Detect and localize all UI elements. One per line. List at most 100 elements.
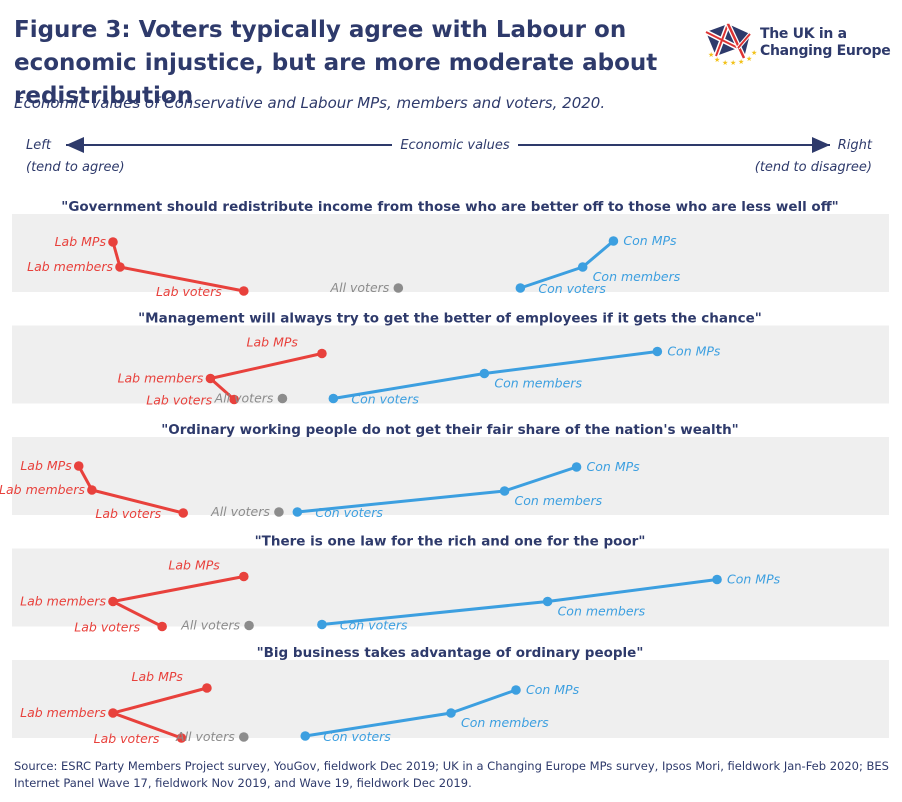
lab-voters-label: Lab voters [94,731,160,746]
con-mps-point [652,346,663,357]
lab-voters-label: Lab voters [95,506,161,521]
con-voters-point [328,393,339,404]
con-mps-point [608,236,619,246]
lab-members-point [108,596,118,607]
all-voters-label: All voters [180,618,240,633]
lab-mps-label: Lab MPs [55,234,107,249]
lab-mps-point [317,348,327,359]
all-voters-label: All voters [214,391,274,406]
con-members-point [499,486,510,496]
svg-text:★: ★ [738,58,744,66]
statement-panels: "Government should redistribute income f… [0,199,889,746]
con-members-point [446,708,456,718]
lab-members-label: Lab members [20,594,106,609]
lab-mps-point [202,683,212,693]
logo-line-2: Changing Europe [760,43,891,59]
con-voters-point [300,731,311,741]
statement-label: "Government should redistribute income f… [61,199,838,215]
con-members-label: Con members [558,604,646,619]
con-members-label: Con members [461,715,549,730]
axis-right-label: Right [838,138,873,153]
lab-voters-point [229,394,239,405]
lab-mps-point [73,461,84,471]
lab-mps-label: Lab MPs [20,458,72,473]
con-voters-label: Con voters [323,729,391,744]
con-members-label: Con members [593,269,681,284]
lab-members-label: Lab members [27,259,113,274]
statement-label: "There is one law for the rich and one f… [255,534,646,550]
lab-mps-label: Lab MPs [247,335,299,350]
statement-label: "Management will always try to get the b… [138,311,762,327]
lab-mps-point [238,571,249,582]
con-mps-point [712,574,722,585]
logo-text: The UK in a Changing Europe [760,26,891,60]
lab-mps-point [108,237,118,247]
axis-left-label: Left [26,138,52,153]
con-voters-label: Con voters [351,392,419,407]
con-members-label: Con members [515,493,603,508]
svg-text:★: ★ [714,56,720,64]
con-members-point [542,596,553,607]
lab-mps-label: Lab MPs [132,669,184,684]
svg-text:★: ★ [751,49,757,57]
svg-text:★: ★ [722,59,728,66]
con-voters-label: Con voters [538,281,606,296]
all-voters-point [274,507,284,517]
axis-center-label: Economic values [400,138,510,153]
con-members-label: Con members [494,376,582,391]
panel-band [12,437,889,515]
all-voters-label: All voters [210,504,270,519]
panel-band [12,214,889,292]
svg-text:★: ★ [746,55,752,63]
con-mps-label: Con MPs [667,344,721,359]
lab-voters-point [176,733,187,743]
lab-mps-label: Lab MPs [168,558,220,573]
con-voters-point [317,619,327,630]
con-voters-label: Con voters [340,618,408,633]
lab-members-point [108,708,118,718]
lab-members-point [87,485,97,495]
lab-voters-point [157,621,167,632]
chart-subtitle: Economic values of Conservative and Labo… [14,94,606,112]
con-mps-label: Con MPs [587,459,641,474]
con-mps-label: Con MPs [526,682,580,697]
con-mps-label: Con MPs [623,233,677,248]
con-members-point [479,368,490,379]
all-voters-point [238,732,249,742]
all-voters-point [393,283,404,293]
logo-line-1: The UK in a [760,26,847,42]
lab-voters-label: Lab voters [146,393,212,408]
con-mps-point [511,685,521,695]
economic-values-axis: Left (tend to agree) Economic values Rig… [26,137,873,175]
statement-label: "Big business takes advantage of ordinar… [257,645,644,661]
source-note: Source: ESRC Party Members Project surve… [14,759,889,790]
con-members-point [577,262,588,272]
lab-members-label: Lab members [0,482,85,497]
statement-panel: "Management will always try to get the b… [12,311,889,408]
all-voters-point [277,393,288,404]
lab-members-label: Lab members [20,705,106,720]
statement-label: "Ordinary working people do not get thei… [161,422,738,438]
lab-voters-label: Lab voters [74,620,140,635]
svg-text:★: ★ [730,59,736,66]
union-flag-stars-icon: ★ ★ ★ ★ ★★ ★ [704,22,757,67]
con-mps-label: Con MPs [727,572,781,587]
all-voters-point [244,620,254,631]
all-voters-label: All voters [330,280,390,295]
con-mps-point [571,462,582,472]
panel-band [12,548,889,627]
con-voters-point [292,507,303,517]
statement-panel: "Ordinary working people do not get thei… [0,422,889,521]
lab-members-point [205,373,216,384]
chart-title: Figure 3: Voters typically agree with La… [14,17,658,109]
con-voters-point [515,283,526,293]
axis-left-sublabel: (tend to agree) [26,160,125,175]
lab-members-label: Lab members [118,371,204,386]
panel-band [12,325,889,404]
statement-panel: "Big business takes advantage of ordinar… [12,645,889,746]
statement-panel: "There is one law for the rich and one f… [12,534,889,635]
con-voters-label: Con voters [315,505,383,520]
svg-text:★: ★ [708,51,714,59]
panel-band [12,660,889,738]
